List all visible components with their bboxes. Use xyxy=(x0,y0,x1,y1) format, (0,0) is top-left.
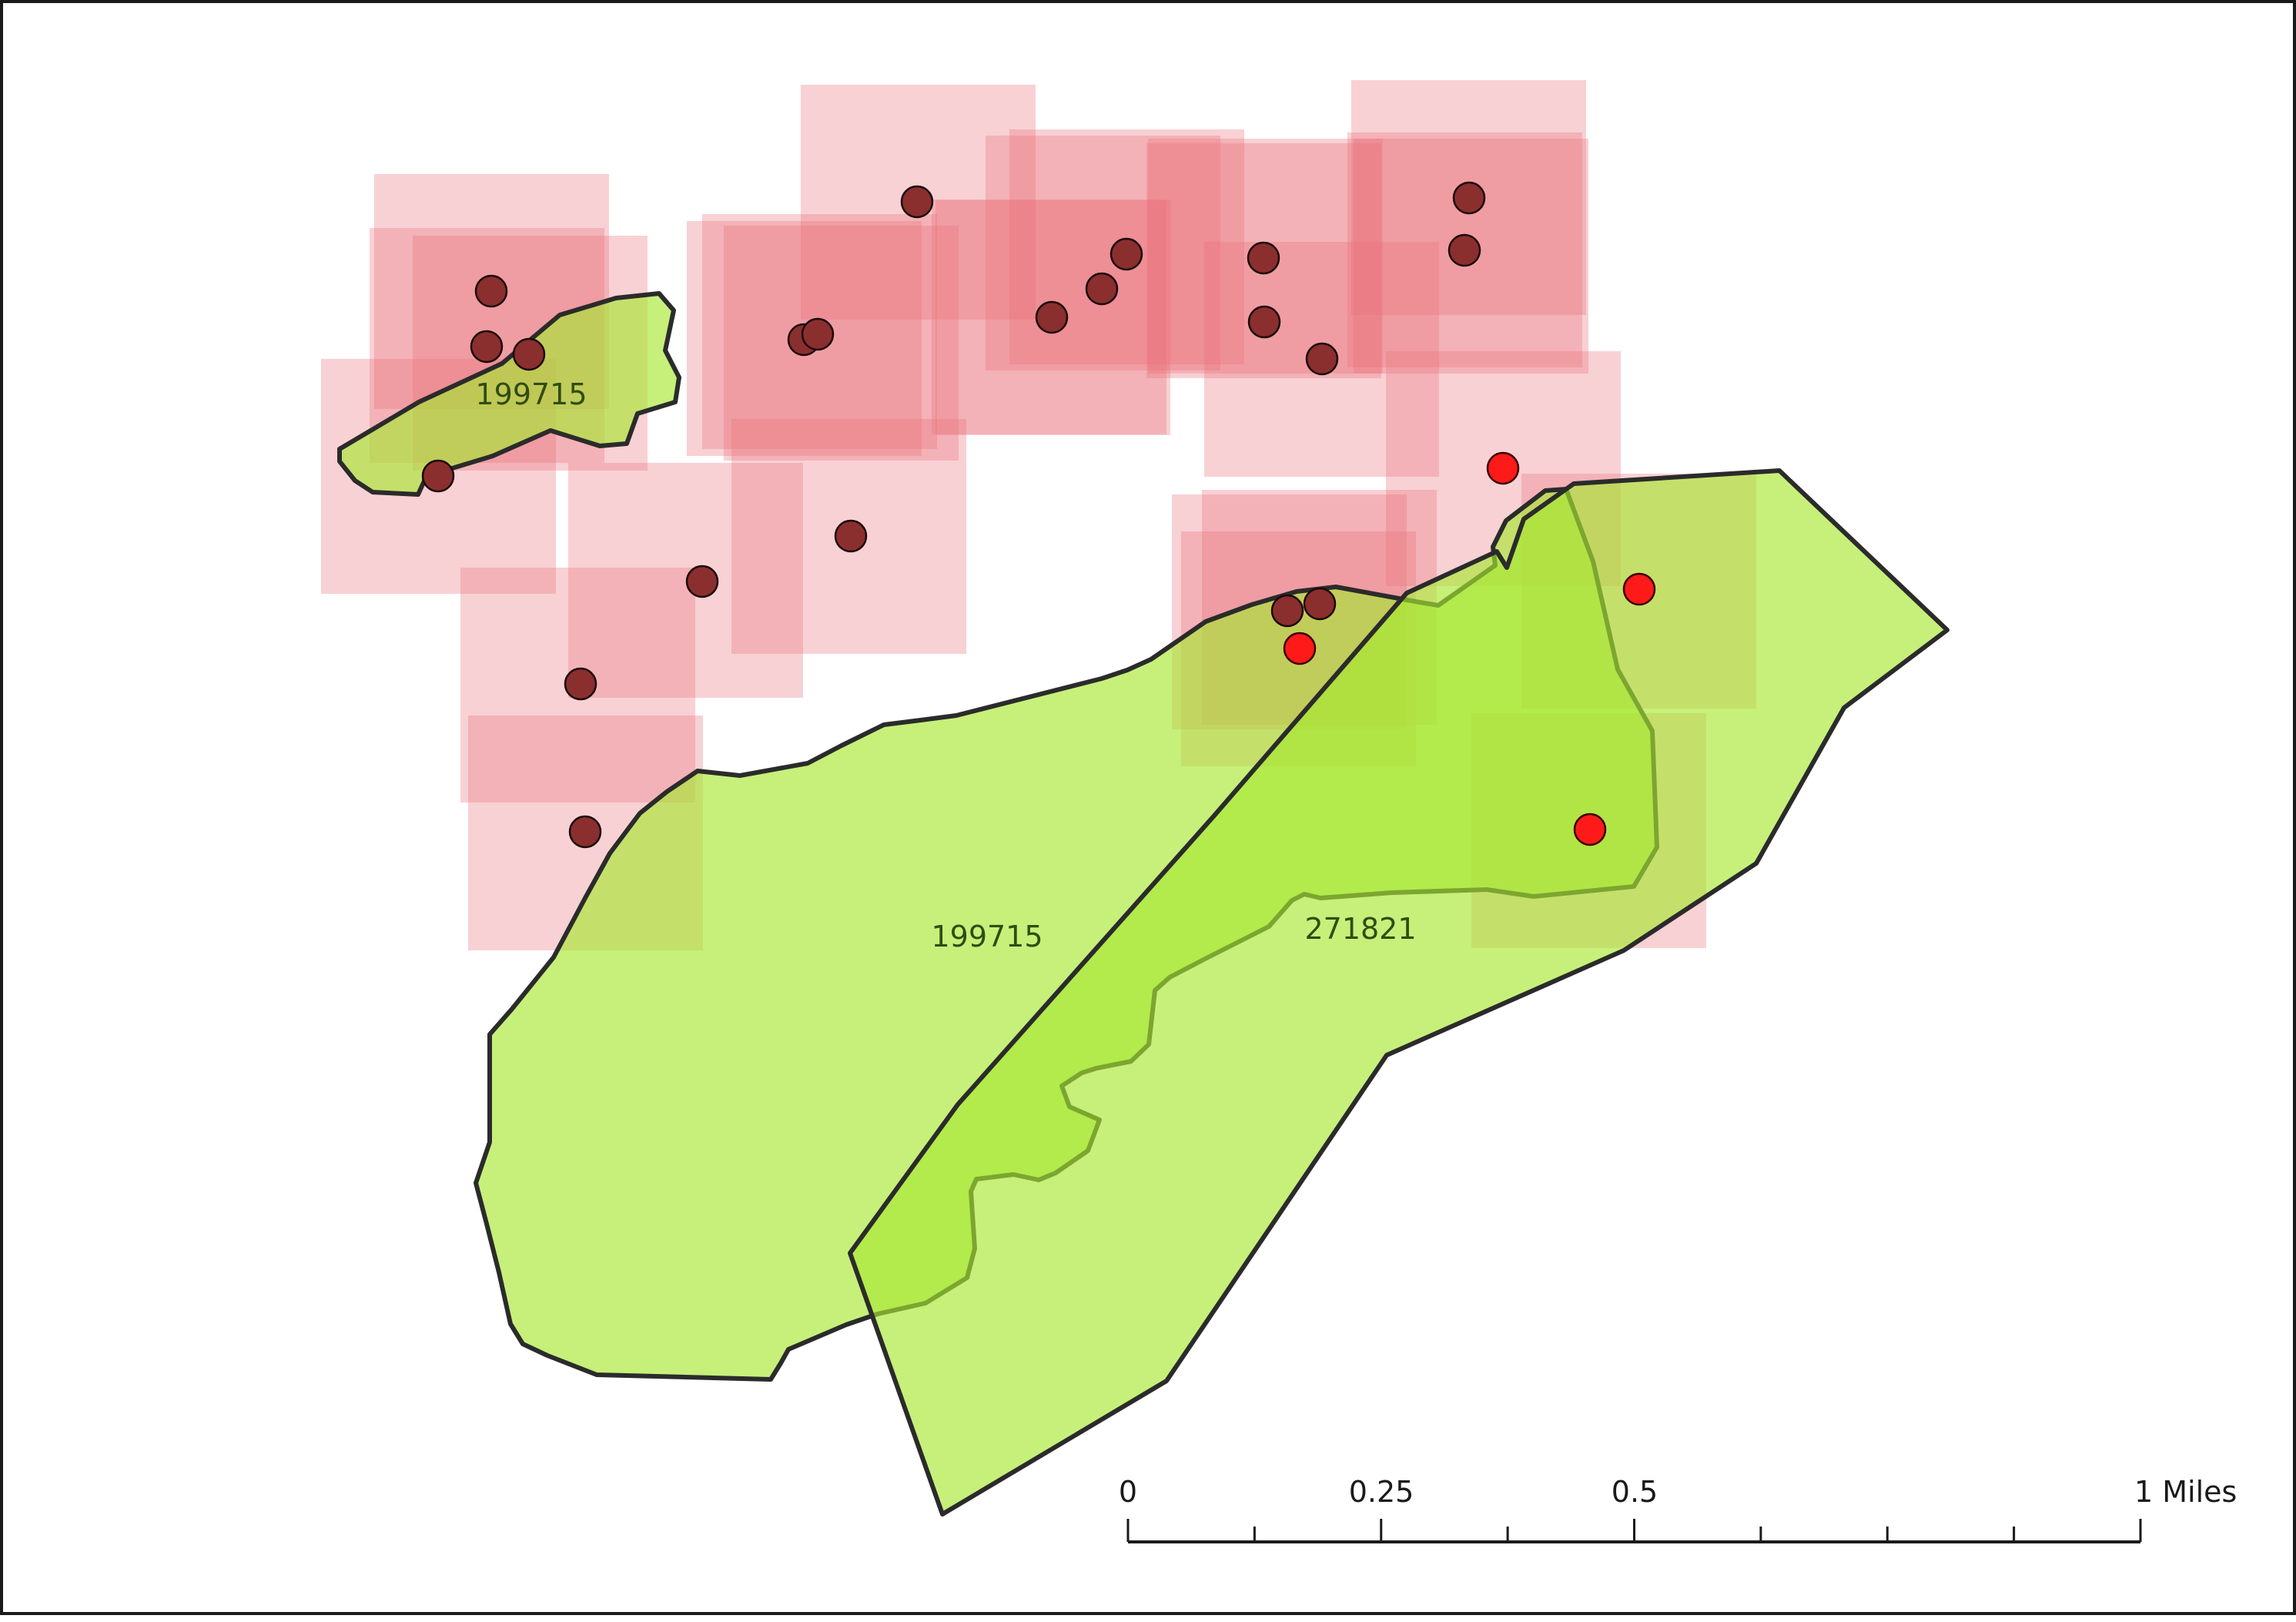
polygon-east-271821[interactable] xyxy=(848,468,1950,1516)
point-marker-red-1[interactable] xyxy=(1486,451,1520,485)
label-east-271821: 271821 xyxy=(1304,912,1416,946)
point-marker-red-4[interactable] xyxy=(1573,813,1607,846)
buffer-square-19[interactable] xyxy=(568,463,803,698)
point-marker-dark-17[interactable] xyxy=(834,519,868,553)
point-marker-dark-16[interactable] xyxy=(685,565,719,598)
point-marker-dark-19[interactable] xyxy=(568,815,602,849)
scale-label-0-25: 0.25 xyxy=(1349,1475,1414,1509)
point-marker-dark-14[interactable] xyxy=(1452,181,1486,215)
point-marker-dark-18[interactable] xyxy=(564,667,597,701)
buffer-square-10[interactable] xyxy=(986,136,1220,370)
point-marker-dark-8[interactable] xyxy=(1035,300,1069,334)
point-marker-dark-7[interactable] xyxy=(900,185,934,219)
scale-label-0-5: 0.5 xyxy=(1612,1475,1658,1509)
polygon-west-199715[interactable] xyxy=(337,291,681,497)
point-marker-red-3[interactable] xyxy=(1283,632,1317,665)
point-marker-dark-3[interactable] xyxy=(512,337,546,371)
point-marker-dark-20[interactable] xyxy=(1270,594,1304,628)
scale-label-1-miles: 1 Miles xyxy=(2134,1475,2237,1509)
point-marker-dark-6[interactable] xyxy=(801,317,835,351)
label-main-199715: 199715 xyxy=(931,920,1043,953)
point-marker-red-2[interactable] xyxy=(1622,572,1656,606)
point-marker-dark-4[interactable] xyxy=(421,459,455,493)
point-marker-dark-9[interactable] xyxy=(1085,272,1119,306)
buffer-square-18[interactable] xyxy=(724,226,959,461)
point-marker-dark-11[interactable] xyxy=(1247,241,1280,275)
scale-label-0: 0 xyxy=(1119,1475,1137,1509)
point-marker-dark-10[interactable] xyxy=(1110,237,1143,271)
scale-bar: 0 0.25 0.5 1 Miles xyxy=(1119,1475,2237,1543)
point-marker-dark-13[interactable] xyxy=(1305,342,1339,376)
point-marker-dark-21[interactable] xyxy=(1303,587,1337,621)
point-marker-dark-12[interactable] xyxy=(1247,305,1281,339)
scale-bar-ticks xyxy=(1126,1519,2142,1542)
polygon-labels: 199715 199715 271821 xyxy=(475,377,1416,953)
label-west-199715: 199715 xyxy=(475,377,587,411)
point-markers xyxy=(421,181,1656,849)
point-marker-dark-2[interactable] xyxy=(470,330,504,364)
point-marker-dark-1[interactable] xyxy=(474,274,508,308)
point-marker-dark-15[interactable] xyxy=(1448,233,1481,267)
parcel-polygons xyxy=(337,291,1950,1516)
map-canvas[interactable]: 199715 199715 271821 0 0.25 0.5 1 Miles xyxy=(3,3,2296,1618)
